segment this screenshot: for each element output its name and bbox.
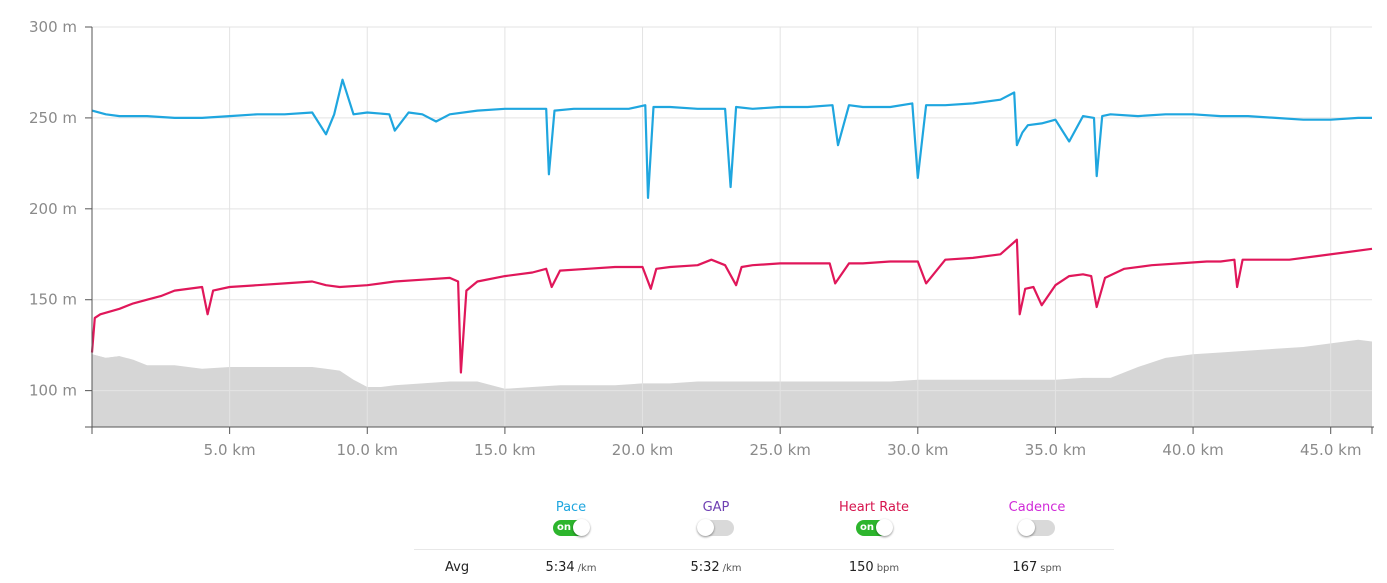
- avg-cadence: 167 spm: [977, 560, 1097, 575]
- x-tick-label: 10.0 km: [337, 441, 398, 459]
- axes: [85, 26, 1374, 434]
- pace-line: [91, 78, 1372, 199]
- x-tick-label: 20.0 km: [612, 441, 673, 459]
- y-tick-label: 250 m: [29, 109, 77, 127]
- x-tick-label: 25.0 km: [749, 441, 810, 459]
- series-lines: [90, 78, 1373, 374]
- toggle-knob: [1018, 519, 1035, 536]
- x-tick-label: 35.0 km: [1025, 441, 1086, 459]
- heart-rate-toggle-on-text: on: [860, 522, 874, 533]
- y-tick-label: 150 m: [29, 291, 77, 309]
- legend-cadence[interactable]: Cadence: [967, 500, 1107, 540]
- avg-gap: 5:32/km: [656, 560, 776, 575]
- avg-cadence-unit: spm: [1040, 563, 1062, 574]
- legend-pace[interactable]: Pace on: [501, 500, 641, 540]
- avg-gap-value: 5:32: [690, 560, 720, 575]
- avg-heart-rate-value: 150: [848, 560, 874, 575]
- y-tick-label: 300 m: [29, 18, 77, 36]
- grid-lines: [92, 26, 1372, 427]
- toggle-knob: [573, 519, 590, 536]
- x-tick-label: 45.0 km: [1300, 441, 1361, 459]
- cadence-toggle[interactable]: [1018, 519, 1055, 536]
- legend-gap-label: GAP: [702, 500, 730, 515]
- elevation-area: [92, 339, 1372, 427]
- legend-pace-label: Pace: [555, 500, 587, 515]
- heart-rate-toggle[interactable]: on: [856, 519, 893, 536]
- pace-toggle[interactable]: on: [553, 519, 590, 536]
- avg-heart-rate-unit: bpm: [876, 563, 900, 574]
- heart-rate-line: [90, 238, 1373, 374]
- x-tick-label: 30.0 km: [887, 441, 948, 459]
- y-tick-label: 100 m: [29, 382, 77, 400]
- avg-gap-unit: /km: [722, 563, 742, 574]
- toggle-knob: [697, 519, 714, 536]
- y-tick-label: 200 m: [29, 200, 77, 218]
- avg-pace-value: 5:34: [545, 560, 575, 575]
- avg-label: Avg: [445, 560, 470, 575]
- stats-divider: [414, 549, 1114, 550]
- avg-pace: 5:34/km: [511, 560, 631, 575]
- elevation-area-layer: [92, 339, 1372, 427]
- avg-heart-rate: 150 bpm: [814, 560, 934, 575]
- legend-heart-rate-label: Heart Rate: [838, 500, 910, 515]
- avg-pace-unit: /km: [577, 563, 597, 574]
- avg-cadence-value: 167: [1012, 560, 1038, 575]
- pace-toggle-on-text: on: [557, 522, 571, 533]
- elevation-pace-hr-chart: 300 m 250 m 200 m 150 m 100 m 5.0 km 10.0 km 15…: [29, 18, 1374, 459]
- gap-toggle[interactable]: [697, 519, 734, 536]
- legend-cadence-label: Cadence: [1008, 500, 1066, 515]
- x-tick-label: 5.0 km: [204, 441, 256, 459]
- tick-labels: 300 m 250 m 200 m 150 m 100 m 5.0 km 10.0 km 15…: [29, 18, 1361, 459]
- legend-heart-rate[interactable]: Heart Rate on: [804, 500, 944, 540]
- x-tick-label: 15.0 km: [474, 441, 535, 459]
- legend-gap[interactable]: GAP: [646, 500, 786, 540]
- toggle-knob: [876, 519, 893, 536]
- x-tick-label: 40.0 km: [1162, 441, 1223, 459]
